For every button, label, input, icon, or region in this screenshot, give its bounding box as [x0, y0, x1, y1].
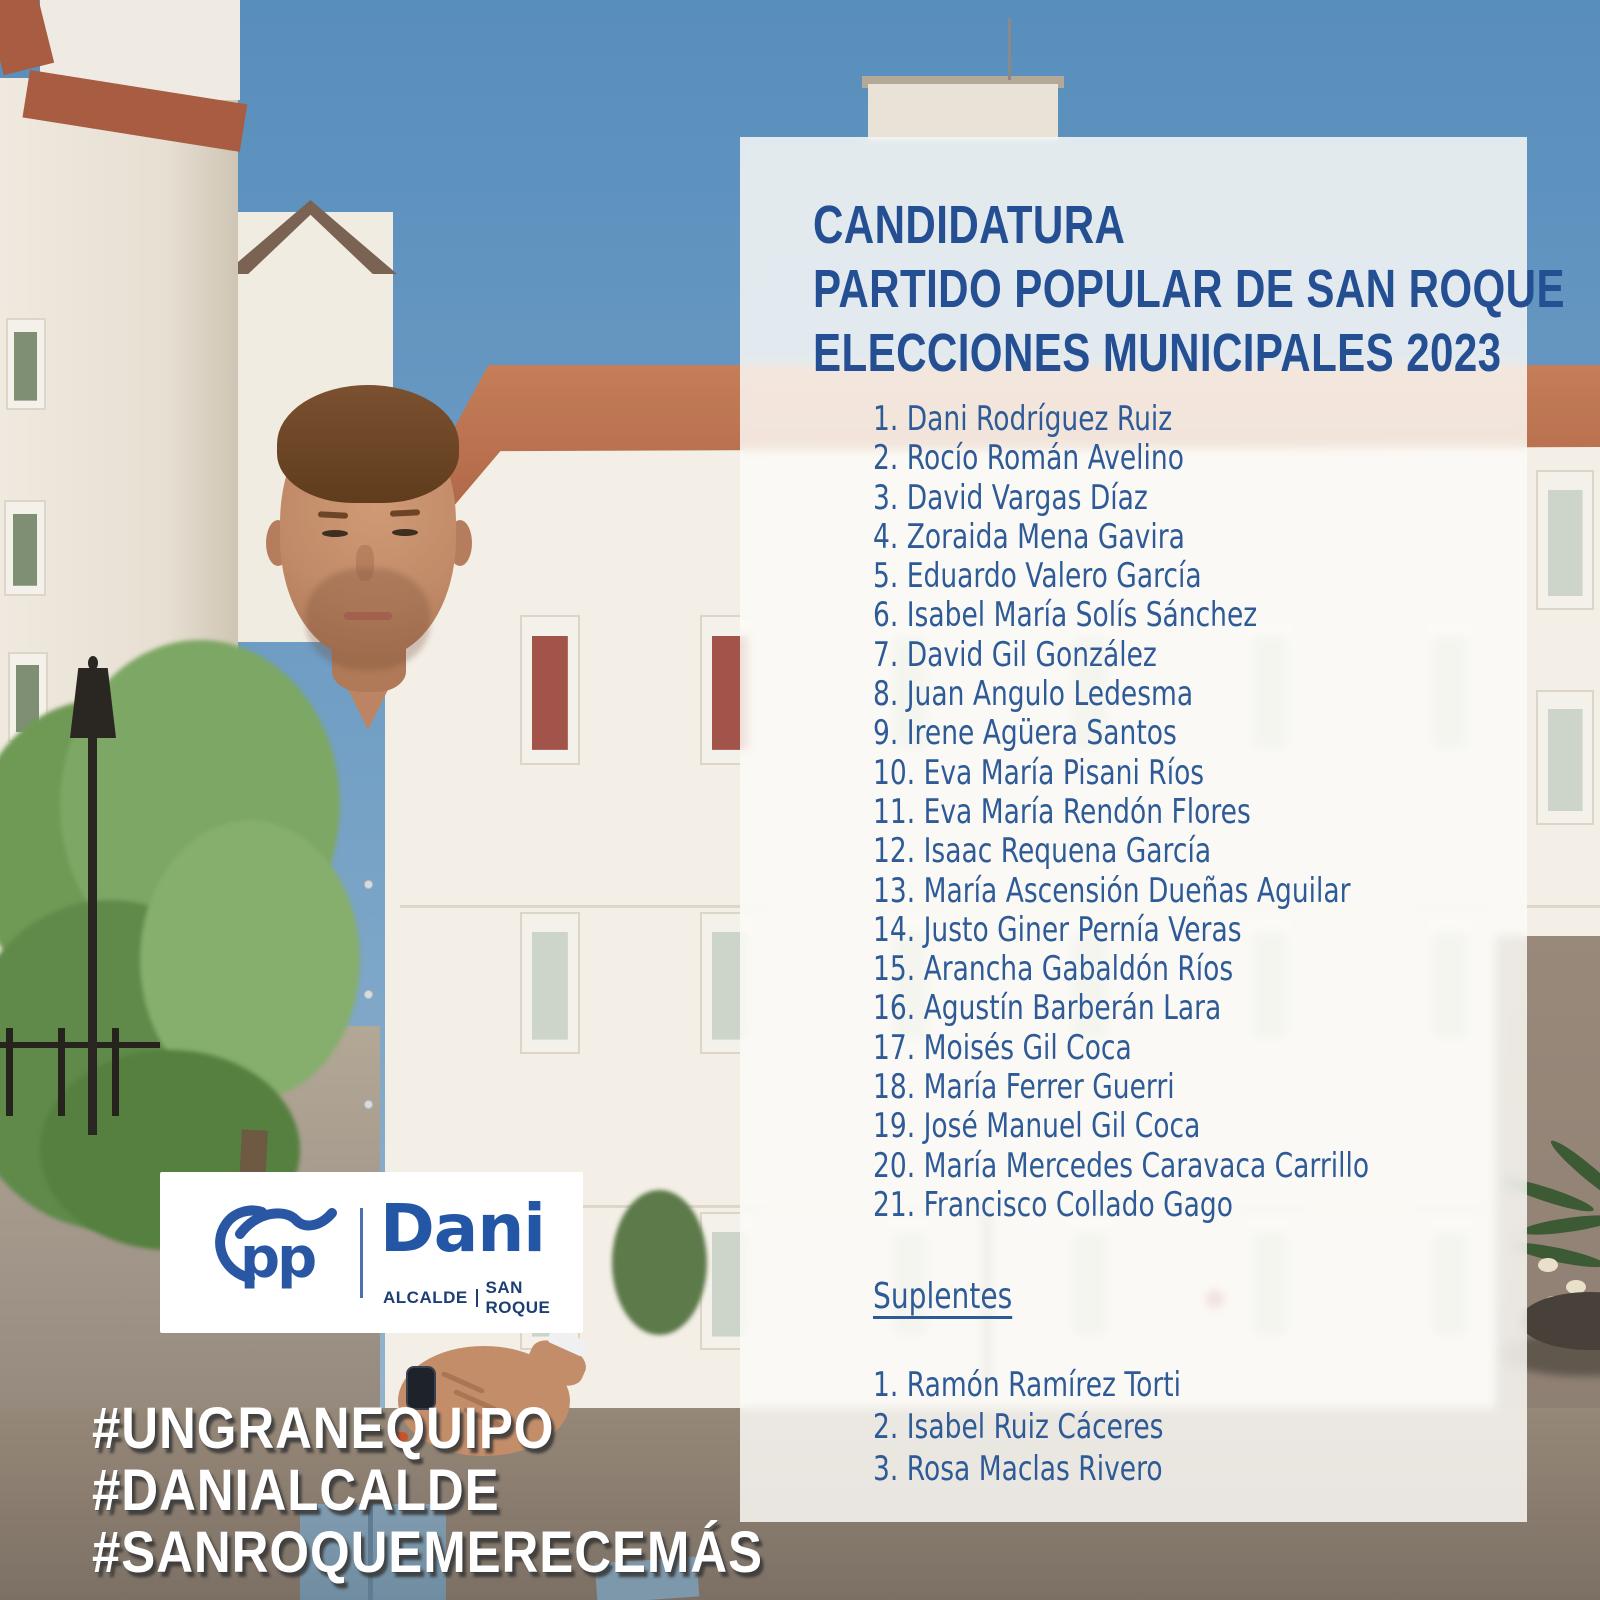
window — [520, 912, 580, 1054]
logo-divider — [360, 1208, 363, 1298]
window — [520, 615, 580, 765]
pp-gaviota-icon — [215, 1205, 337, 1283]
window — [1536, 690, 1594, 825]
hashtag: #SANROQUEMERECEMÁS — [92, 1520, 763, 1585]
candidate-list: 1. Dani Rodríguez Ruiz 2. Rocío Román Av… — [873, 399, 1533, 1225]
hashtag: #UNGRANEQUIPO — [92, 1396, 555, 1461]
candidate-item: 12. Isaac Requena García — [873, 831, 1212, 872]
logo-subtitle: ALCALDE SAN ROQUE — [383, 1278, 583, 1318]
hair — [277, 385, 459, 503]
antenna — [1008, 18, 1011, 80]
suplente-item: 1. Ramón Ramírez Torti — [873, 1365, 1182, 1405]
candidate-item: 9. Irene Agüera Santos — [873, 713, 1177, 754]
candidate-item: 20. María Mercedes Caravaca Carrillo — [873, 1145, 1370, 1186]
logo-box: pp Dani ALCALDE SAN ROQUE — [160, 1172, 583, 1333]
hashtag-block: #UNGRANEQUIPO #DANIALCALDE #SANROQUEMERE… — [92, 1398, 854, 1584]
jeans — [300, 1504, 446, 1600]
chimney — [868, 84, 1058, 140]
suplentes-list: 1. Ramón Ramírez Torti 2. Isabel Ruiz Cá… — [873, 1364, 1473, 1490]
title-line: CANDIDATURA — [813, 195, 1126, 255]
pp-party-logo: pp — [204, 1200, 344, 1304]
window — [6, 318, 46, 410]
candidate-item: 3. David Vargas Díaz — [873, 477, 1148, 518]
railing-post — [58, 1028, 65, 1116]
wristwatch — [406, 1366, 436, 1410]
candidate-list-panel — [740, 137, 1527, 1522]
candidate-item: 16. Agustín Barberán Lara — [873, 988, 1222, 1029]
lamppost-head — [70, 668, 116, 738]
logo-subtitle-alcalde: ALCALDE — [383, 1288, 468, 1307]
window — [4, 500, 46, 596]
bush — [612, 1190, 707, 1335]
suplente-item: 2. Isabel Ruiz Cáceres — [873, 1407, 1164, 1447]
candidate-item: 2. Rocío Román Avelino — [873, 438, 1184, 479]
shirt-button — [364, 880, 373, 889]
poster-title: CANDIDATURA PARTIDO POPULAR DE SAN ROQUE… — [813, 193, 1600, 385]
planter-flowers — [1566, 1280, 1586, 1294]
candidate-item: 18. María Ferrer Guerri — [873, 1067, 1175, 1108]
bracelet — [390, 1432, 408, 1442]
planter-flowers — [1538, 1258, 1558, 1272]
pp-logo-text: pp — [240, 1226, 317, 1291]
title-line: PARTIDO POPULAR DE SAN ROQUE — [813, 259, 1565, 319]
logo-name: Dani — [380, 1190, 546, 1267]
candidate-item: 8. Juan Angulo Ledesma — [873, 674, 1194, 715]
suplente-item: 3. Rosa Maclas Rivero — [873, 1449, 1163, 1489]
candidate-item: 4. Zoraida Mena Gavira — [873, 516, 1185, 557]
railing-bar — [0, 1042, 160, 1048]
candidate-item: 15. Arancha Gabaldón Ríos — [873, 949, 1234, 990]
mouth — [344, 612, 392, 620]
jeans-crease — [368, 1504, 373, 1600]
candidate-item: 11. Eva María Rendón Flores — [873, 791, 1251, 832]
suplentes-title: Suplentes — [873, 1276, 1013, 1317]
shirt-button — [364, 990, 373, 999]
candidate-item: 1. Dani Rodríguez Ruiz — [873, 399, 1173, 439]
candidate-item: 6. Isabel María Solís Sánchez — [873, 595, 1258, 636]
hashtag: #DANIALCALDE — [92, 1458, 500, 1523]
candidate-item: 7. David Gil González — [873, 634, 1157, 675]
railing-post — [112, 1028, 119, 1116]
eye — [322, 530, 348, 537]
candidate-item: 19. José Manuel Gil Coca — [873, 1106, 1201, 1147]
title-line: ELECCIONES MUNICIPALES 2023 — [813, 323, 1502, 383]
candidate-item: 5. Eduardo Valero García — [873, 556, 1202, 597]
railing-post — [6, 1028, 13, 1116]
window — [1536, 470, 1594, 610]
candidate-item: 14. Justo Giner Pernía Veras — [873, 909, 1242, 950]
shirt-button — [364, 1100, 373, 1109]
logo-subtitle-sanroque: SAN ROQUE — [485, 1278, 551, 1317]
candidate-item: 13. María Ascensión Dueñas Aguilar — [873, 870, 1351, 911]
candidate-item: 17. Moisés Gil Coca — [873, 1027, 1132, 1068]
nose — [356, 545, 374, 581]
eye — [392, 529, 418, 536]
candidate-item: 21. Francisco Collado Gago — [873, 1184, 1233, 1225]
lamppost-pole — [88, 735, 97, 1135]
lamppost — [88, 656, 98, 670]
candidate-item: 10. Eva María Pisani Ríos — [873, 752, 1205, 793]
logo-subtitle-divider — [475, 1289, 478, 1307]
